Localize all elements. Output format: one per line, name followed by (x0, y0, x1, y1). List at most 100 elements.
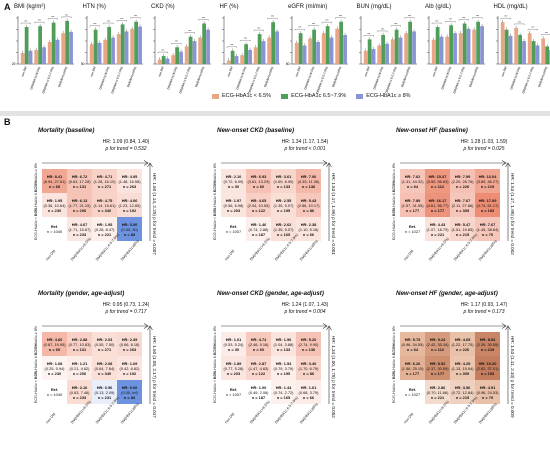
cell-hr: HR: 1.69 (121, 360, 138, 366)
bar (517, 34, 522, 64)
cell-n: n = 219 (480, 183, 495, 189)
x-category-label: non-DM (500, 66, 508, 78)
cell-hr: HR: 5.43 (300, 197, 317, 203)
legend-swatch-2 (281, 93, 289, 99)
bar (367, 39, 371, 64)
cell-hr: HR: 5.75 (404, 336, 421, 342)
heatmap-cell: HR: 4.43 (1.07, 18.79) n = 221 (425, 217, 450, 241)
heatmap-cell: HR: 3.40 (1.70, 6.79) n = 86 (296, 356, 321, 380)
cell-n: n = 64 (406, 183, 419, 189)
cell-ci: (5.63, 17.28) (68, 178, 91, 184)
cell-hr: HR: 13.04 (478, 173, 497, 179)
significance-label: *** (380, 27, 383, 31)
significance-bracket (445, 21, 456, 23)
cell-hr: HR: 2.87 (250, 360, 267, 366)
bar (316, 42, 320, 64)
cell-n: n = 131 (72, 183, 87, 189)
cell-hr: HR: 7.67 (454, 197, 471, 203)
heatmap-p-4: p for trend = 0.717 (105, 309, 147, 315)
cell-n: n = 60 (252, 346, 265, 352)
heatmap-title-6: New-onset HF (gender, age-adjust) (396, 290, 498, 297)
heatmap-cell: HR: 8.54 (2.39, 30.55) n = 219 (475, 332, 500, 356)
cell-n: n = 340 (97, 370, 112, 376)
cell-ci: (1.48, 16.58) (118, 178, 141, 184)
cell-ci: (0.49, 2.06) (248, 389, 269, 395)
cell-ci: (0.55, 7.50) (94, 341, 115, 347)
heatmap-cell: HR: 7.62 (1.31, 44.32) n = 64 (400, 169, 425, 193)
cell-n: n = 177 (405, 370, 420, 376)
cell-ci: (2.46, 9.16) (248, 341, 269, 347)
significance-label: *** (51, 15, 54, 19)
cell-ci: (0.64, 7.64) (94, 365, 115, 371)
bar (175, 47, 179, 64)
cell-n: n = 206 (72, 370, 87, 376)
vertical-arrow (505, 325, 511, 404)
cell-hr: HR: 1.46 (250, 221, 267, 227)
heatmap-cell: HR: 7.06 (4.35, 11.36) n = 136 (296, 169, 321, 193)
bar (106, 27, 111, 64)
x-category-label: DM(HbA1c≤6.5%) (235, 66, 247, 90)
significance-bracket (34, 22, 45, 24)
significance-bracket (376, 30, 387, 33)
heatmap-cell: HR: 6.72 (5.63, 17.28) n = 131 (67, 169, 92, 193)
bar (47, 42, 52, 64)
cell-ci: (1.57, 31.55) (401, 202, 424, 208)
cell-n: n = 203 (226, 207, 241, 213)
bar (527, 33, 532, 64)
row-label: ECG-HbA1c < 6.5% (392, 207, 396, 240)
cell-n: n = 192 (122, 207, 137, 213)
significance-label: *** (133, 14, 136, 18)
chart-title-5: eGFR (ml/min) (288, 4, 328, 10)
cell-hr: HR: 2.08 (96, 360, 113, 366)
significance-bracket (363, 35, 374, 37)
bar-chart-8: *** non-DM *** DM(HbA1c≤6.5%) *** DM(HbA1c 6.… (495, 15, 550, 94)
cell-hr: Ref. (408, 224, 417, 229)
bar (34, 49, 39, 64)
cell-ci: n = 1027 (404, 392, 421, 397)
cell-hr: Ref. (229, 387, 238, 392)
heatmap-cell: HR: 7.99 (2.20, 26.76) n = 226 (450, 169, 475, 193)
cell-hr: HR: 2.16 (71, 384, 88, 390)
row-label: ECG-HbA1c < 6.5% (392, 370, 396, 403)
heatmap-cell: HR: 4.75 (1.14, 15.61) n = 340 (92, 193, 117, 217)
heatmap-cell: HR: 5.20 (2.74, 9.90) n = 136 (296, 332, 321, 356)
heatmap-cell: HR: 5.43 (2.86, 10.17) n = 86 (296, 193, 321, 217)
cell-hr: HR: 7.06 (300, 173, 317, 179)
heatmap-cell: HR: 4.65 (2.04, 10.55) n = 122 (246, 193, 271, 217)
cell-ci: (0.96, 34.55) (401, 341, 424, 347)
x-category-label: DM(HbA1c≤6.5%) (98, 66, 110, 90)
cell-hr: HR: 6.72 (71, 173, 88, 179)
cell-hr: HR: 4.25 (454, 360, 471, 366)
panel-a-letter: A (4, 2, 11, 12)
cell-hr: HR: 16.17 (428, 197, 447, 203)
heatmap-cell: HR: 2.87 (1.47, 4.83) n = 122 (246, 356, 271, 380)
x-category-label: DM(HbA1c≥8%) (57, 66, 68, 88)
bar (390, 39, 395, 64)
cell-hr: HR: 0.56 (96, 384, 113, 390)
significance-label: *** (188, 29, 191, 33)
bar (472, 29, 477, 64)
heatmap-cell: HR: 4.71 (1.28, 16.10) n = 271 (92, 169, 117, 193)
significance-label: *** (270, 15, 273, 19)
cell-n: n = 309 (455, 370, 470, 376)
heatmap-cell: HR: 2.08 (0.64, 7.64) n = 340 (92, 356, 117, 380)
cell-n: n = 30 (227, 183, 240, 189)
cell-ci: (1.56, 25.15) (401, 365, 424, 371)
cell-n: n = 112 (430, 346, 445, 352)
heatmap-cell: HR: 5.47 (1.51, 19.85) n = 215 (450, 217, 475, 241)
cell-ci: (0.87, 19.95) (43, 341, 66, 347)
significance-bracket (102, 22, 113, 25)
x-category-label: DM(HbA1c≤6.5%) (166, 66, 178, 90)
cell-hr: HR: 17.09 (478, 197, 497, 203)
heatmap-cell: HR: 6.13 (1.77, 21.15) n = 206 (67, 193, 92, 217)
cell-n: n = 221 (430, 231, 445, 237)
heatmap-cell: HR: 6.26 (1.56, 25.15) n = 177 (400, 356, 425, 380)
heatmap-cell: HR: 7.89 (1.57, 31.55) n = 177 (400, 193, 425, 217)
bar (42, 47, 46, 64)
cell-hr: HR: 4.91 (479, 384, 496, 390)
cell-n: n = 153 (480, 370, 495, 376)
bar (253, 47, 258, 64)
cell-ci: (0.63, 7.46) (69, 389, 90, 395)
heatmap-arrows-2 (221, 160, 332, 241)
cell-n: n = 271 (97, 346, 112, 352)
